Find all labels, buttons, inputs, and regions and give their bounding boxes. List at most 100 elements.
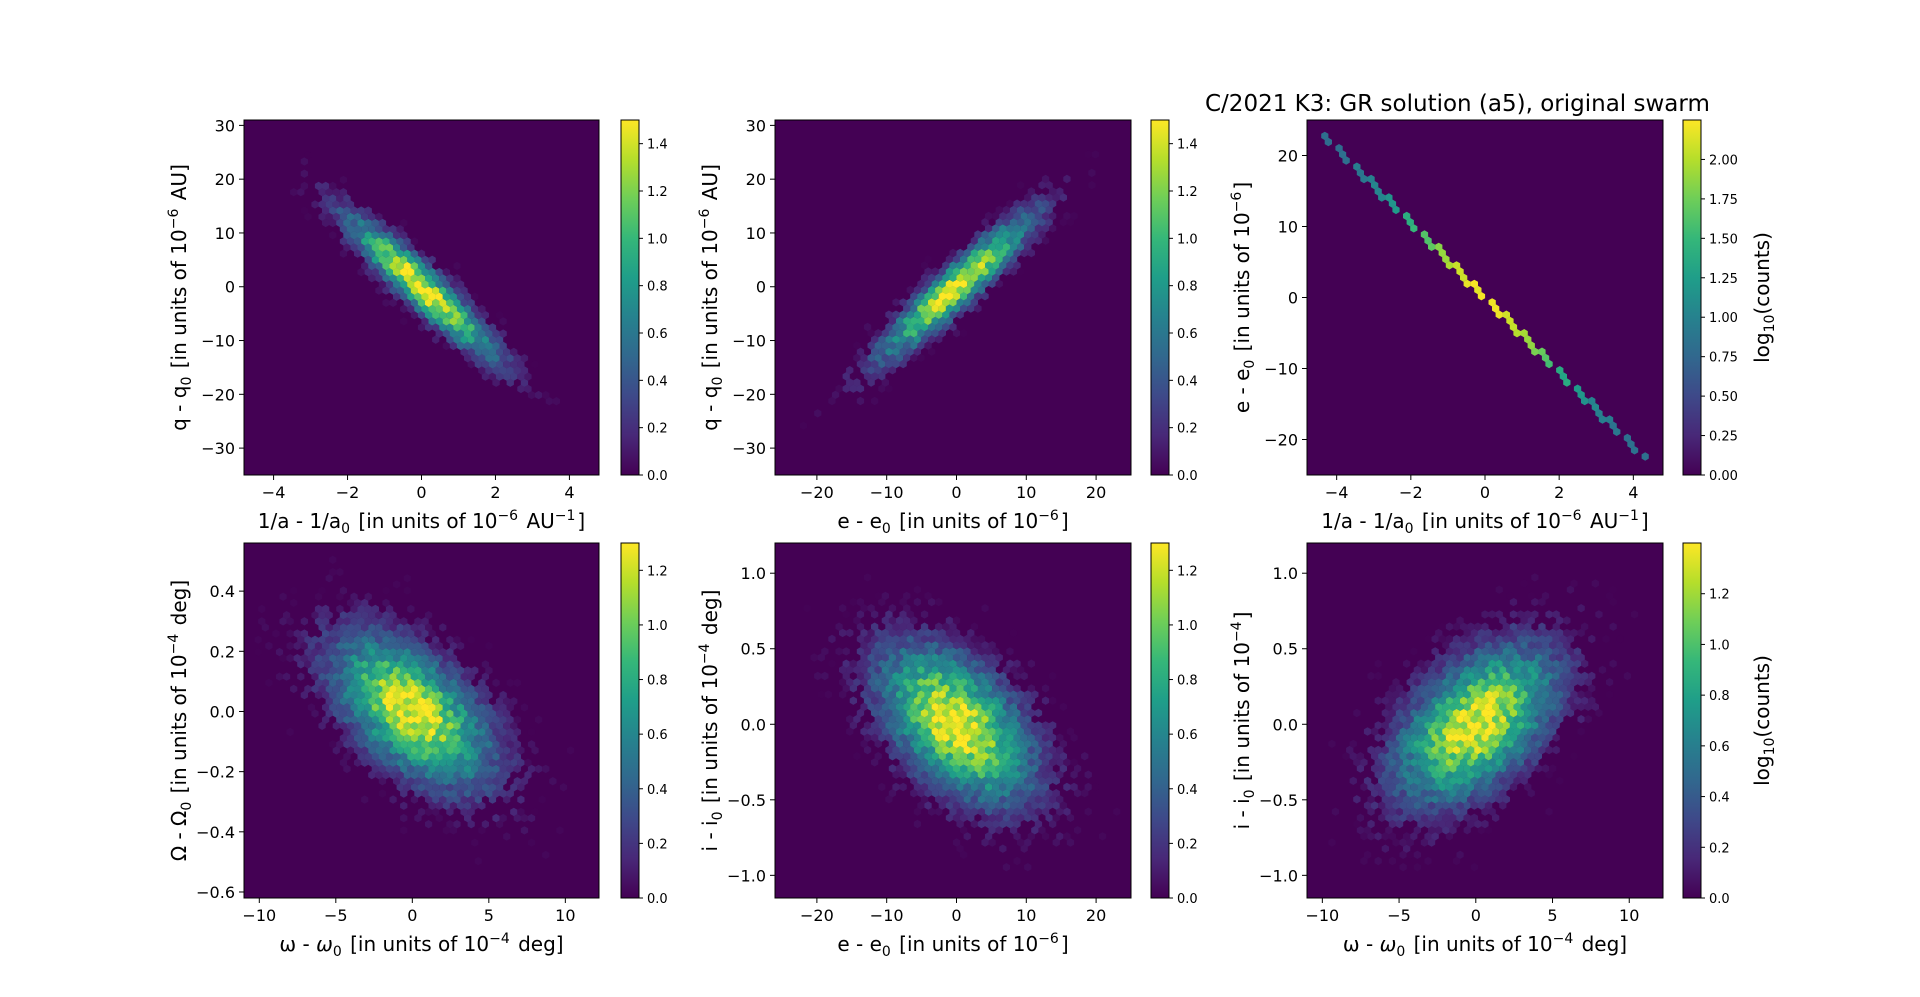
hexbin-cell: [849, 384, 857, 393]
hexbin-cell: [488, 746, 497, 755]
hexbin-cell: [425, 311, 433, 320]
hexbin-cell: [435, 304, 443, 314]
hexbin-cell: [1549, 702, 1557, 711]
hexbin-cell: [1031, 789, 1039, 798]
hexbin-cell: [503, 347, 511, 357]
hexbin-cell: [988, 678, 996, 687]
hexbin-cell: [938, 665, 946, 674]
hexbin-cell: [960, 653, 968, 662]
hexbin-cell: [1573, 659, 1582, 668]
hexbin-cell: [354, 237, 362, 246]
hexbin-cell: [913, 671, 921, 681]
hexbin-cell: [906, 721, 914, 730]
hexbin-cell: [1470, 641, 1478, 650]
x-tick-label: 2: [490, 483, 500, 502]
hexbin-cell: [1541, 641, 1550, 650]
hexbin-cell: [1509, 684, 1518, 693]
hexbin-cell: [265, 641, 273, 651]
hexbin-cell: [464, 727, 472, 737]
hexbin-cell: [1431, 659, 1439, 668]
hexbin-cell: [970, 659, 978, 668]
hexbin-cell: [995, 230, 1003, 239]
hexbin-cell: [920, 634, 929, 644]
y-tick-label: 30: [215, 116, 235, 135]
hexbin-cell: [1598, 415, 1607, 424]
hexbin-cell: [910, 329, 918, 338]
hexbin-cell: [1477, 292, 1486, 301]
hexbin-cell: [368, 647, 376, 657]
hexbin-cell: [410, 647, 418, 657]
hexbin-cell: [513, 777, 521, 786]
hexbin-cell: [446, 734, 454, 743]
y-tick-label: −10: [1264, 360, 1298, 379]
hexbin-cell: [917, 665, 925, 674]
hexbin-cell: [428, 267, 436, 277]
hexbin-cell: [346, 200, 355, 209]
hexbin-cell: [1484, 678, 1493, 687]
hexbin-cell: [1481, 795, 1489, 804]
hexbin-cell: [1424, 733, 1432, 742]
x-tick-label: −10: [1305, 906, 1339, 925]
hexbin-cell: [378, 678, 387, 687]
hexbin-cell: [1006, 647, 1014, 656]
hexbin-cell: [414, 678, 422, 687]
hexbin-cell: [974, 230, 982, 239]
hexbin-cell: [1070, 733, 1078, 742]
hexbin-cell: [881, 678, 889, 687]
hexbin-cell: [1013, 733, 1021, 742]
hexbin-cell: [485, 641, 493, 651]
hexbin-cell: [446, 672, 454, 681]
hexbin-cell: [1056, 795, 1064, 804]
hexbin-cell: [995, 279, 1003, 288]
hexbin-cell: [442, 690, 450, 700]
hexbin-cell: [1559, 647, 1567, 656]
colorbar-tick-label: 0.4: [1177, 374, 1198, 389]
hexbin-cell: [1353, 162, 1361, 171]
hexbin-cell: [439, 783, 447, 792]
hexbin-cell: [874, 641, 882, 650]
hexbin-cell: [432, 709, 440, 718]
hexbin-cell: [396, 746, 404, 755]
hexbin-cell: [942, 659, 950, 668]
hexbin-cell: [1438, 622, 1446, 631]
hexbin-cell: [970, 758, 978, 767]
hexbin-cell: [906, 335, 914, 344]
hexbin-cell: [396, 249, 404, 258]
hexbin-cell: [1045, 752, 1053, 761]
hexbin-cell: [1431, 647, 1439, 656]
hexbin-cell: [963, 634, 971, 644]
hexbin-cell: [343, 752, 351, 761]
hexbin-cell: [952, 616, 961, 625]
hexbin-cell: [1545, 770, 1553, 779]
hexbin-cell: [471, 740, 479, 749]
hexbin-cell: [842, 647, 850, 656]
hexbin-cell: [974, 752, 982, 761]
hexbin-cell: [1563, 702, 1571, 711]
hexbin-cell: [1499, 690, 1507, 699]
hexbin-cell: [1520, 616, 1528, 625]
hexbin-cell: [1449, 813, 1457, 822]
hexbin-cell: [1406, 727, 1414, 736]
hexbin-cell: [1002, 863, 1010, 872]
hexbin-cell: [1406, 690, 1414, 699]
y-tick-label: −0.6: [196, 883, 235, 902]
hexbin-cell: [920, 721, 929, 730]
hexbin-cell: [949, 696, 957, 705]
hexbin-cell: [446, 709, 454, 718]
hexbin-cell: [917, 789, 925, 798]
hexbin-cell: [1534, 641, 1542, 650]
hexbin-cell: [1410, 224, 1418, 233]
hexbin-cell: [1445, 807, 1453, 816]
hexbin-cell: [1531, 610, 1539, 619]
hexbin-cell: [1024, 752, 1032, 761]
hexbin-cell: [364, 666, 372, 675]
hexbin-cell: [474, 684, 482, 694]
hexbin-cell: [1509, 634, 1518, 644]
hexbin-cell: [407, 243, 415, 252]
hexbin-cell: [1417, 671, 1425, 681]
hexbin-cell: [1392, 739, 1400, 748]
hexbin-cell: [1020, 758, 1028, 767]
hexbin-cell: [1006, 708, 1014, 718]
hexbin-cell: [314, 592, 323, 601]
hexbin-cell: [336, 641, 344, 651]
